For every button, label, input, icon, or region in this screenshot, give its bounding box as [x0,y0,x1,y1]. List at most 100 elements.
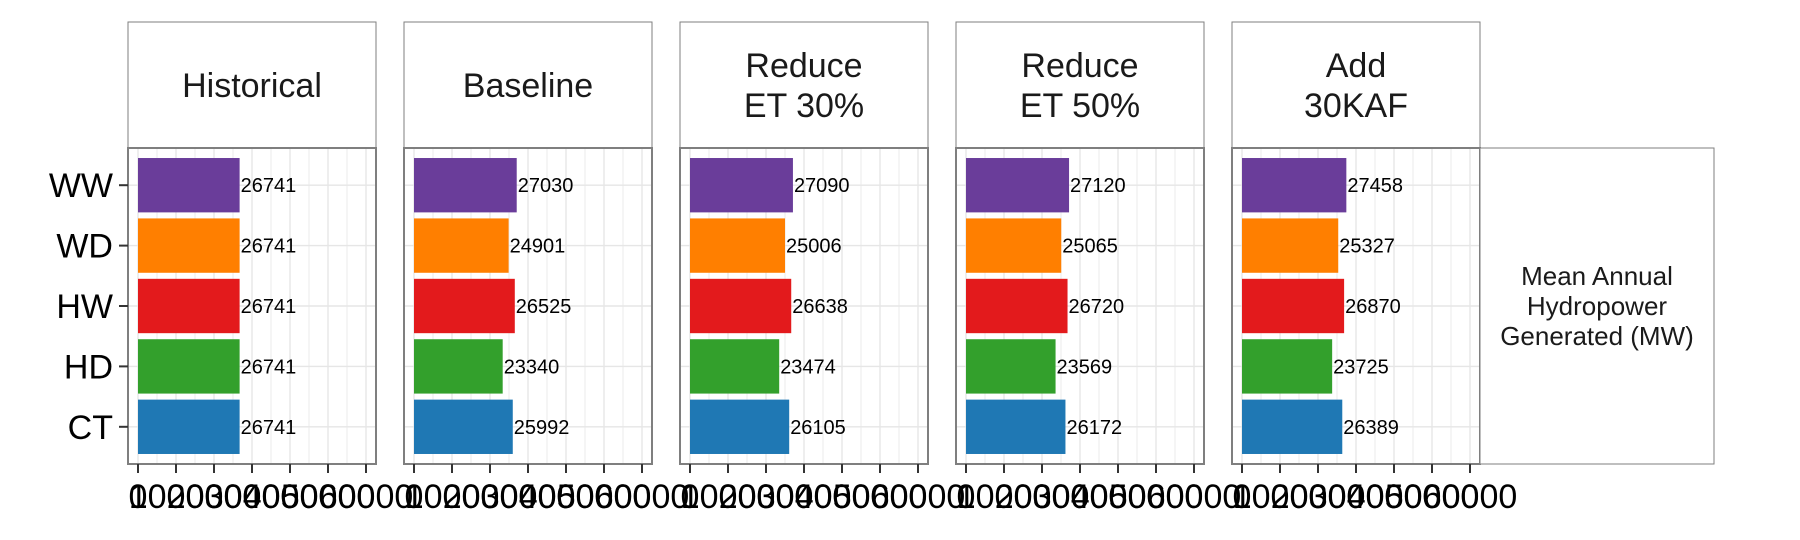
data-label-HD-panel-3: 23474 [780,356,836,378]
data-label-HD-panel-4: 23569 [1057,356,1113,378]
bar-WW-panel-2 [414,158,517,213]
bar-WD-panel-1 [138,218,240,273]
data-label-HW-panel-3: 26638 [792,296,848,318]
x-tick-label-panel-1: 40000 [243,478,338,516]
y-tick-label-WW: WW [49,167,113,205]
bar-HD-panel-5 [1242,339,1333,394]
y-tick-label-HD: HD [64,348,113,386]
bar-WW-panel-1 [138,158,240,213]
x-tick-label-panel-1: 10000 [129,478,224,516]
data-label-WW-panel-3: 27090 [794,175,850,197]
data-label-WD-panel-2: 24901 [510,236,566,258]
x-tick-label-panel-1: 50000 [281,478,376,516]
x-tick-label-panel-4: 0 [957,478,976,516]
x-tick-label-panel-3: 30000 [757,478,852,516]
bar-WD-panel-2 [414,218,509,273]
row-facet-label-line-2: Hydropower [1527,291,1668,321]
x-tick-label-panel-1: 30000 [205,478,300,516]
facet-title-1-line-1: Historical [182,67,322,105]
x-tick-label-panel-1: 0 [129,478,148,516]
data-label-CT-panel-3: 26105 [790,417,846,439]
data-label-HD-panel-1: 26741 [241,356,297,378]
x-tick-label-panel-4: 50000 [1109,478,1204,516]
data-label-WD-panel-5: 25327 [1339,236,1395,258]
facet-strip-1 [127,21,377,149]
bar-HW-panel-5 [1242,278,1345,334]
x-tick-label-panel-3: 0 [681,478,700,516]
x-tick-label-panel-4: 20000 [995,478,1090,516]
bar-HW-panel-1 [138,278,240,334]
row-facet-label-line-3: Generated (MW) [1500,321,1694,351]
y-tick-label-HW: HW [56,288,113,326]
data-label-CT-panel-1: 26741 [241,417,297,439]
data-label-HD-panel-5: 23725 [1333,356,1389,378]
data-label-WW-panel-5: 27458 [1347,175,1403,197]
x-tick-label-panel-2: 30000 [481,478,576,516]
x-tick-label-panel-4: 60000 [1147,478,1242,516]
facet-strip-3 [679,21,929,149]
bar-HD-panel-2 [414,339,503,394]
x-tick-label-panel-3: 60000 [871,478,966,516]
data-label-HW-panel-5: 26870 [1345,296,1401,318]
data-label-HW-panel-1: 26741 [241,296,297,318]
facet-title-5-line-1: Add [1326,47,1387,85]
bar-WD-panel-3 [690,218,786,273]
data-label-WD-panel-1: 26741 [241,236,297,258]
y-tick-label-WD: WD [56,228,113,266]
data-label-CT-panel-5: 26389 [1343,417,1399,439]
x-tick-label-panel-5: 50000 [1385,478,1480,516]
x-tick-label-panel-5: 10000 [1233,478,1328,516]
x-tick-label-panel-5: 0 [1233,478,1252,516]
data-label-WW-panel-4: 27120 [1070,175,1126,197]
data-label-CT-panel-2: 25992 [514,417,570,439]
facet-strip-5 [1231,21,1481,149]
x-tick-label-panel-5: 60000 [1423,478,1518,516]
facet-title-3-line-2: ET 30% [744,87,864,125]
bar-HD-panel-4 [966,339,1056,394]
x-tick-label-panel-2: 10000 [405,478,500,516]
bar-WW-panel-5 [1242,158,1347,213]
row-facet-label-line-1: Mean Annual [1521,261,1673,291]
bar-WW-panel-4 [966,158,1070,213]
facet-strip-2 [403,21,653,149]
facet-title-4-line-2: ET 50% [1020,87,1140,125]
x-tick-label-panel-3: 20000 [719,478,814,516]
x-tick-label-panel-2: 50000 [557,478,652,516]
bar-CT-panel-5 [1242,399,1343,454]
bar-CT-panel-4 [966,399,1066,454]
x-tick-label-panel-2: 0 [405,478,424,516]
x-tick-label-panel-2: 40000 [519,478,614,516]
bar-HD-panel-3 [690,339,780,394]
x-tick-label-panel-5: 20000 [1271,478,1366,516]
data-label-WD-panel-4: 25065 [1062,236,1118,258]
bar-WD-panel-5 [1242,218,1339,273]
y-tick-label-CT: CT [68,409,113,447]
bar-WW-panel-3 [690,158,793,213]
bar-WD-panel-4 [966,218,1062,273]
x-tick-label-panel-3: 50000 [833,478,928,516]
facet-strip-4 [955,21,1205,149]
x-tick-label-panel-2: 20000 [443,478,538,516]
facet-title-5-line-2: 30KAF [1304,87,1408,125]
x-tick-label-panel-4: 10000 [957,478,1052,516]
data-label-HW-panel-4: 26720 [1069,296,1125,318]
data-label-HD-panel-2: 23340 [504,356,560,378]
x-tick-label-panel-4: 40000 [1071,478,1166,516]
data-label-HW-panel-2: 26525 [516,296,572,318]
bar-CT-panel-2 [414,399,513,454]
x-tick-label-panel-1: 60000 [319,478,414,516]
bar-HW-panel-2 [414,278,515,334]
x-tick-label-panel-2: 60000 [595,478,690,516]
bar-CT-panel-3 [690,399,790,454]
facet-title-3-line-1: Reduce [745,47,862,85]
data-label-WW-panel-1: 26741 [241,175,297,197]
facet-title-4-line-1: Reduce [1021,47,1138,85]
row-facet-strip [1479,147,1715,465]
bar-HW-panel-4 [966,278,1068,334]
data-label-WD-panel-3: 25006 [786,236,842,258]
bar-CT-panel-1 [138,399,240,454]
x-tick-label-panel-3: 10000 [681,478,776,516]
x-tick-label-panel-5: 40000 [1347,478,1442,516]
